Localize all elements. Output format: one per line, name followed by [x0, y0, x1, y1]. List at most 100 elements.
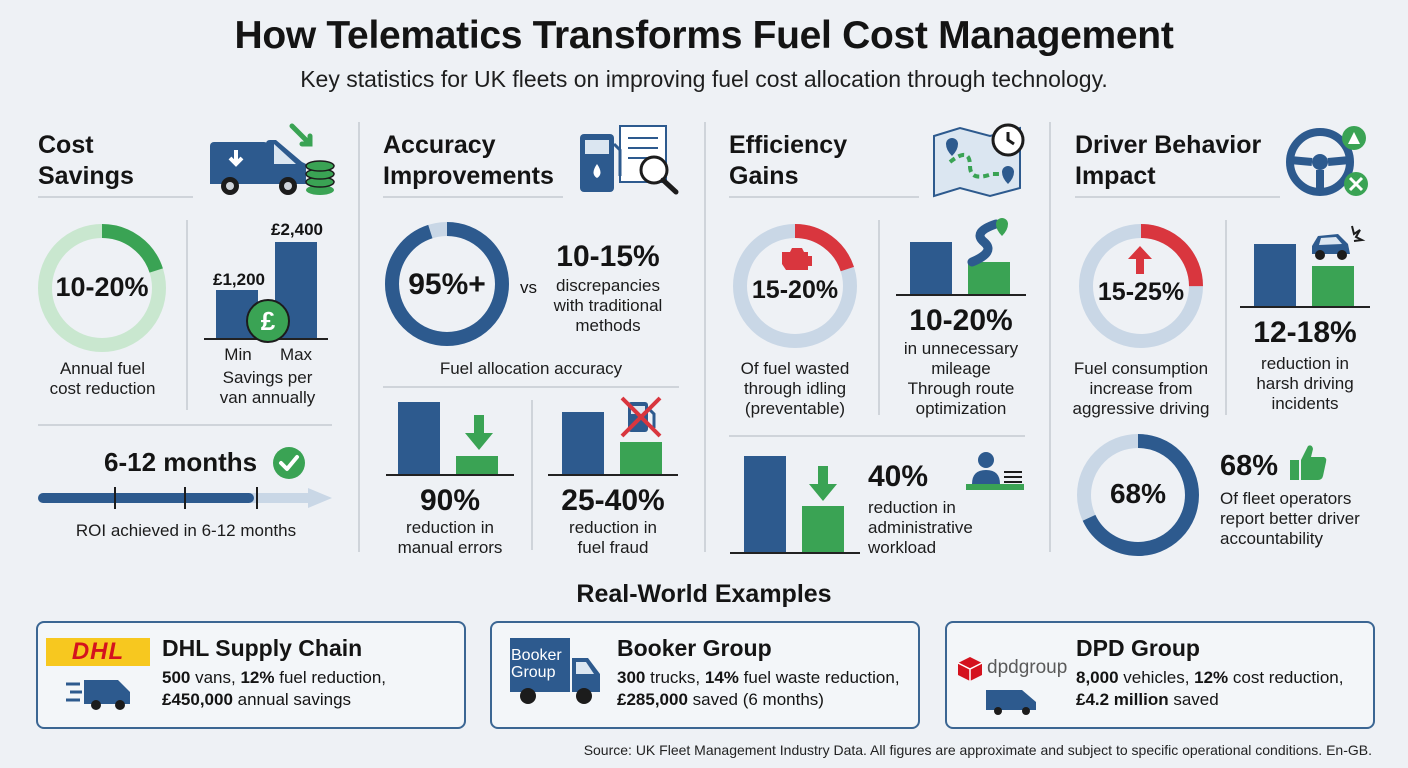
- dhl-line1: 500 vans, 12% fuel reduction,: [162, 668, 387, 687]
- discrepancy-value: 10-15%: [556, 240, 660, 273]
- accountability-caption: Of fleet operators report better driver …: [1220, 489, 1360, 548]
- dpd-line2: £4.2 million saved: [1076, 690, 1219, 709]
- accuracy-title: Accuracy Improvements: [383, 131, 554, 190]
- roi-caption: ROI achieved in 6-12 months: [75, 521, 297, 540]
- harsh-value: 12-18%: [1253, 316, 1357, 349]
- dpd-name: DPD Group: [1076, 635, 1200, 661]
- engine-warning-icon: [782, 248, 812, 270]
- idling-caption: Of fuel wasted through idling (preventab…: [740, 359, 850, 418]
- booker-line2: £285,000 saved (6 months): [617, 690, 824, 709]
- aggressive-ring-value: 15-25%: [1097, 278, 1185, 306]
- axis-max: Max: [279, 345, 313, 364]
- dhl-name: DHL Supply Chain: [162, 635, 363, 661]
- dpd-van-icon: [986, 690, 1036, 715]
- after-bar: [456, 456, 498, 474]
- section-divider: [383, 386, 679, 388]
- before-bar: [398, 402, 440, 474]
- bar-caption: Savings per van annually: [219, 368, 316, 407]
- mileage-value: 10-20%: [909, 304, 1013, 337]
- route-map-icon: [933, 123, 1025, 198]
- dhl-line2: £450,000 annual savings: [162, 690, 352, 709]
- thumbs-up-icon: [1290, 445, 1327, 480]
- down-arrow-icon: [809, 466, 837, 501]
- booker-name: Booker Group: [617, 635, 772, 661]
- aggressive-driving-ring: [1079, 224, 1203, 348]
- dhl-logo: DHL: [46, 638, 150, 666]
- subdivider: [186, 220, 188, 410]
- manual-errors-chart: [386, 400, 514, 476]
- cost-ring-caption: Annual fuel cost reduction: [49, 359, 156, 398]
- mileage-caption: in unnecessary mileage Through route opt…: [903, 339, 1019, 418]
- subdivider: [878, 220, 880, 415]
- harsh-driving-chart: [1240, 238, 1370, 308]
- fraud-value: 25-40%: [561, 484, 665, 517]
- winding-road-icon: [967, 218, 1008, 267]
- admin-workload-chart: [730, 452, 860, 554]
- after-bar: [620, 442, 662, 474]
- accuracy-ring: [385, 222, 509, 346]
- cost-savings-section: Cost Savings: [38, 130, 134, 192]
- admin-value: 40%: [868, 460, 929, 493]
- steering-wheel-icon: [1286, 126, 1368, 196]
- section-divider: [38, 424, 332, 426]
- cost-reduction-ring: [38, 224, 166, 352]
- discrepancy-caption: discrepancies with traditional methods: [553, 276, 663, 335]
- example-card-dpd: [945, 621, 1375, 729]
- after-bar: [802, 506, 844, 552]
- section-underline: [729, 196, 919, 198]
- page-title: How Telematics Transforms Fuel Cost Mana…: [234, 14, 1174, 57]
- bar-min-label: £1,200: [213, 270, 265, 289]
- driver-title: Driver Behavior Impact: [1075, 131, 1262, 190]
- dpd-cube-icon: [957, 657, 983, 681]
- examples-heading: Real-World Examples: [576, 580, 832, 608]
- aggressive-caption: Fuel consumption increase from aggressiv…: [1072, 359, 1210, 418]
- example-card-dhl: [36, 621, 466, 729]
- before-bar: [744, 456, 786, 552]
- accountability-ring-value: 68%: [1109, 478, 1167, 509]
- admin-caption: reduction in administrative workload: [868, 498, 973, 557]
- column-divider: [704, 122, 706, 552]
- check-icon: [273, 447, 305, 479]
- dpd-logo: dpdgroup: [987, 657, 1068, 678]
- errors-caption: reduction in manual errors: [397, 518, 503, 557]
- accuracy-ring-value: 95%+: [408, 268, 486, 301]
- subdivider: [1225, 220, 1227, 415]
- car-crash-icon: [1312, 225, 1366, 260]
- delivery-van-icon: [66, 680, 130, 710]
- booker-line1: 300 trucks, 14% fuel waste reduction,: [617, 668, 900, 687]
- no-fuel-fraud-icon: [620, 396, 662, 438]
- booker-logo: Booker Group: [511, 647, 562, 681]
- booker-truck-icon: [510, 638, 600, 704]
- roi-timeline: [38, 487, 332, 509]
- harsh-caption: reduction in harsh driving incidents: [1256, 354, 1354, 413]
- cost-savings-title: Cost Savings: [38, 131, 134, 190]
- dpd-line1: 8,000 vehicles, 12% cost reduction,: [1076, 668, 1344, 687]
- accuracy-ring-caption: Fuel allocation accuracy: [439, 359, 623, 378]
- idling-ring: [733, 224, 857, 348]
- roi-value: 6-12 months: [104, 447, 258, 477]
- source-note: Source: UK Fleet Management Industry Dat…: [583, 742, 1372, 758]
- subdivider: [531, 400, 533, 550]
- admin-worker-icon: [966, 452, 1024, 490]
- column-divider: [1049, 122, 1051, 552]
- section-underline: [38, 196, 193, 198]
- after-bar: [968, 262, 1010, 294]
- after-bar: [1312, 266, 1354, 306]
- fuel-fraud-chart: [548, 400, 678, 476]
- before-bar: [910, 242, 952, 294]
- section-divider: [729, 435, 1025, 437]
- cost-ring-value: 10-20%: [55, 272, 149, 302]
- accountability-ring: [1077, 434, 1199, 556]
- errors-value: 90%: [419, 484, 481, 517]
- vs-label: vs: [520, 278, 537, 297]
- bar-max-label: £2,400: [271, 220, 323, 239]
- down-arrow-icon: [465, 415, 493, 450]
- up-arrow-icon: [1128, 246, 1152, 274]
- efficiency-title: Efficiency Gains: [729, 131, 848, 190]
- fraud-caption: reduction in fuel fraud: [569, 518, 657, 557]
- axis-min: Min: [224, 345, 252, 364]
- before-bar: [1254, 244, 1296, 306]
- idling-ring-value: 15-20%: [751, 276, 839, 304]
- pound-coin-icon: £: [246, 299, 290, 343]
- fuel-pump-search-icon: [580, 125, 679, 195]
